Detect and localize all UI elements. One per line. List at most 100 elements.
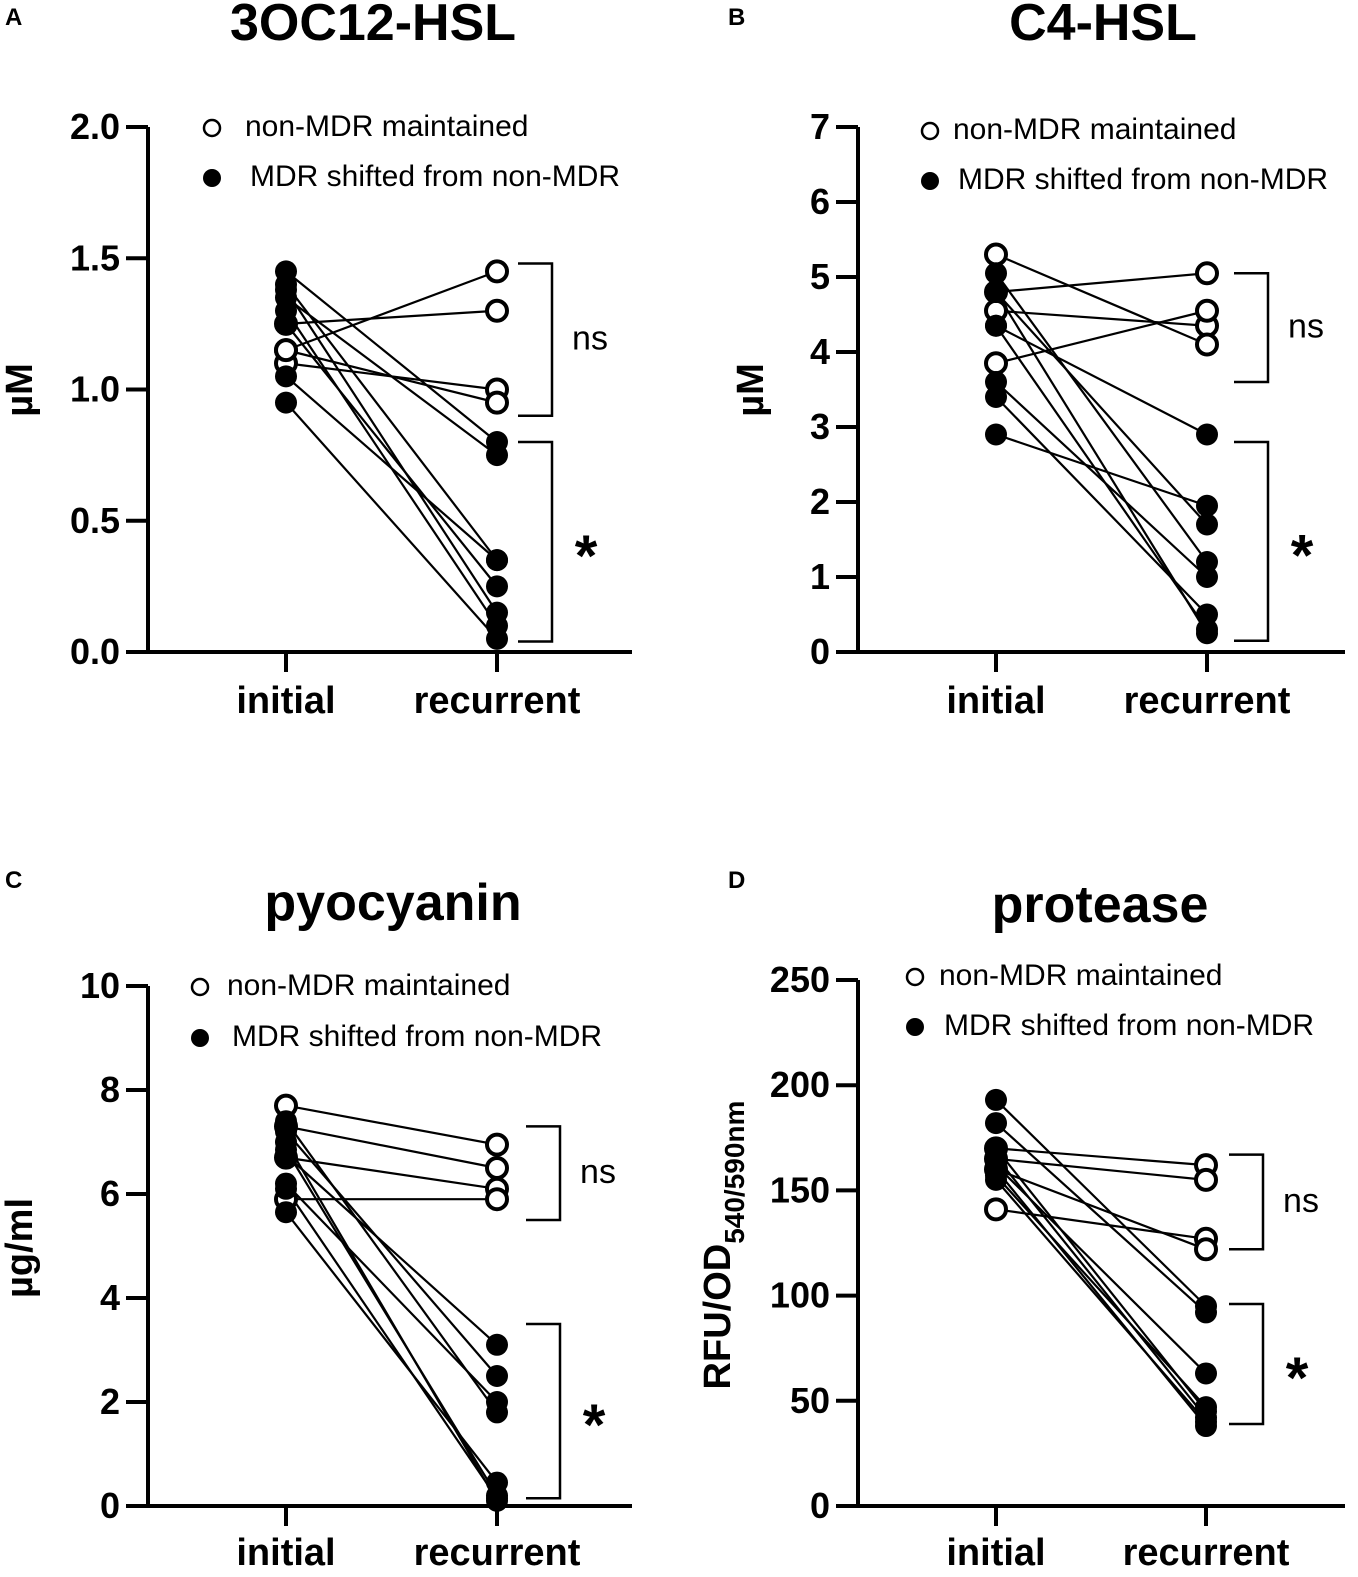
data-point-open	[1195, 332, 1219, 357]
y-tick-label: 2	[100, 1381, 120, 1422]
significance-label: ns	[580, 1153, 616, 1191]
data-point-filled	[275, 1110, 297, 1133]
data-point-filled	[985, 314, 1007, 337]
data-point-filled	[275, 299, 297, 322]
data-point-open	[485, 298, 509, 323]
chart-title: C4-HSL	[1009, 0, 1197, 52]
y-axis-label: µM	[0, 363, 41, 417]
legend-marker-filled	[191, 1029, 209, 1047]
legend-marker-filled	[921, 172, 939, 190]
data-point-open	[984, 1197, 1008, 1222]
x-tick-label: initial	[236, 1532, 335, 1574]
pair-lines	[285, 1104, 498, 1502]
data-point-filled	[486, 1401, 508, 1424]
x-tick-label: recurrent	[414, 680, 581, 722]
legend-label: non-MDR maintained	[939, 959, 1222, 992]
pair-line	[285, 401, 498, 640]
legend: non-MDR maintained MDR shifted from non-M…	[920, 113, 1328, 196]
pair-line	[285, 1188, 498, 1499]
y-tick-label: 2.0	[70, 106, 120, 147]
chart-title: 3OC12-HSL	[230, 0, 516, 52]
data-point-filled	[1195, 1301, 1217, 1324]
pair-line	[285, 283, 498, 561]
pair-line	[995, 1179, 1207, 1423]
data-point-filled	[985, 1158, 1007, 1181]
significance-bracket	[1229, 1153, 1265, 1251]
pair-line	[995, 291, 1208, 634]
pair-line	[995, 1147, 1207, 1167]
pair-lines	[285, 270, 498, 640]
legend-marker-open	[202, 118, 222, 138]
legend: non-MDR maintained MDR shifted from non-M…	[202, 110, 620, 193]
x-tick-label: recurrent	[414, 1532, 581, 1574]
significance-bracket	[518, 262, 554, 417]
y-tick-label: 6	[100, 1173, 120, 1214]
pair-lines	[995, 253, 1208, 634]
legend-label: MDR shifted from non-MDR	[944, 1009, 1314, 1042]
legend-marker-open	[920, 121, 940, 141]
x-tick-label: recurrent	[1124, 680, 1291, 722]
pair-line	[995, 309, 1208, 327]
pair-line	[285, 296, 498, 457]
data-point-open	[1194, 1237, 1218, 1262]
legend-label: MDR shifted from non-MDR	[958, 163, 1328, 196]
significance-bracket	[526, 1322, 562, 1500]
data-point-open	[1195, 261, 1219, 286]
data-point-filled	[486, 627, 508, 650]
data-point-filled	[985, 262, 1007, 285]
data-point-open	[485, 259, 509, 284]
y-tick-label: 4	[810, 331, 830, 372]
significance-label: *	[1286, 1346, 1309, 1411]
data-point-filled	[985, 1137, 1007, 1160]
panel-a: A 3OC12-HSL 0.0 0.5 1.0 1.5 2.0 initial recurren…	[0, 0, 632, 722]
data-point-filled	[985, 386, 1007, 408]
pair-line	[285, 323, 498, 588]
legend-label: non-MDR maintained	[245, 110, 528, 143]
pair-line	[285, 270, 498, 443]
y-tick-label: 8	[100, 1069, 120, 1110]
legend-marker-filled	[203, 169, 221, 187]
pair-line	[285, 1154, 498, 1346]
y-tick-label: 0	[810, 631, 830, 672]
data-points	[984, 242, 1219, 645]
y-axis-label: RFU/OD540/590nm	[697, 1101, 750, 1390]
legend-label: non-MDR maintained	[953, 113, 1236, 146]
legend-marker-open	[905, 967, 925, 987]
data-point-open	[984, 242, 1008, 267]
panel-letter: A	[5, 4, 22, 31]
data-point-filled	[985, 1088, 1007, 1111]
y-tick-label: 150	[770, 1169, 830, 1210]
x-tick-label: initial	[236, 680, 335, 722]
data-point-open	[1195, 298, 1219, 323]
chart-title: protease	[992, 876, 1209, 934]
data-point-open	[485, 1156, 509, 1180]
pair-line	[285, 309, 498, 325]
x-tick-label: recurrent	[1123, 1532, 1290, 1574]
significance-label: *	[1291, 523, 1314, 588]
pair-line	[995, 1122, 1207, 1314]
y-tick-label: 5	[810, 256, 830, 297]
pair-line	[995, 1157, 1207, 1181]
y-tick-label: 0	[100, 1485, 120, 1526]
data-point-filled	[985, 281, 1007, 303]
pair-line	[285, 1125, 498, 1170]
y-tick-label: 1	[810, 556, 830, 597]
data-point-filled	[275, 391, 297, 414]
y-tick-label: 1.0	[70, 369, 120, 410]
data-points	[274, 1093, 509, 1512]
panel-letter: B	[728, 4, 745, 31]
pair-line	[285, 1130, 498, 1377]
data-point-filled	[486, 444, 508, 467]
significance-label: *	[575, 524, 598, 589]
data-point-open	[274, 338, 298, 363]
data-point-filled	[486, 549, 508, 572]
pair-line	[995, 1147, 1207, 1413]
pair-line	[995, 325, 1208, 631]
pair-line	[995, 291, 1208, 526]
y-tick-label: 7	[810, 106, 830, 147]
data-point-filled	[486, 1333, 508, 1356]
data-point-open	[485, 1187, 509, 1212]
data-point-filled	[1195, 1400, 1217, 1423]
pair-line	[995, 1099, 1207, 1307]
